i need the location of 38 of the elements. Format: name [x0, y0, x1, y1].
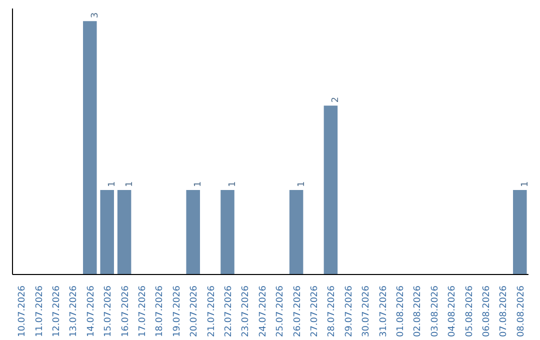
x-tick-label: 07.08.2026: [499, 285, 510, 338]
data-label: 1: [124, 181, 135, 188]
x-tick-label: 20.07.2026: [190, 285, 200, 338]
x-tick-label: 01.08.2026: [396, 285, 406, 338]
x-tick-label: 30.07.2026: [362, 285, 372, 338]
x-tick-label: 17.07.2026: [138, 285, 148, 338]
x-tick-label: 21.07.2026: [206, 285, 217, 338]
x-tick-label: 19.07.2026: [172, 285, 182, 338]
x-tick-label: 14.07.2026: [86, 285, 96, 338]
x-tick-label: 26.07.2026: [292, 285, 303, 338]
data-label: 1: [108, 181, 118, 188]
x-tick-label: 16.07.2026: [120, 285, 131, 338]
x-tick-label: 18.07.2026: [155, 285, 166, 338]
data-label: 2: [331, 96, 342, 103]
x-tick-label: 10.07.2026: [18, 285, 28, 338]
data-label: 1: [194, 181, 204, 188]
x-tick-label: 05.08.2026: [464, 285, 475, 338]
x-tick-label: 02.08.2026: [413, 285, 424, 338]
data-label: 1: [296, 181, 307, 188]
x-tick-label: 24.07.2026: [258, 285, 268, 338]
x-tick-label: 28.07.2026: [327, 285, 338, 338]
x-tick-label: 27.07.2026: [310, 285, 320, 338]
x-tick-label: 29.07.2026: [344, 285, 354, 338]
x-tick-label: 31.07.2026: [378, 285, 389, 338]
x-tick-label: 13.07.2026: [69, 285, 80, 338]
data-label: 1: [228, 181, 238, 188]
data-label: 3: [90, 12, 100, 18]
x-tick-label: 04.08.2026: [448, 285, 458, 338]
x-tick-label: 25.07.2026: [276, 285, 286, 338]
x-tick-label: 23.07.2026: [241, 285, 252, 338]
x-tick-label: 11.07.2026: [34, 285, 45, 338]
data-label: 1: [520, 181, 530, 188]
x-tick-label: 08.08.2026: [516, 285, 526, 338]
x-tick-label: 15.07.2026: [104, 285, 114, 338]
x-tick-label: 12.07.2026: [52, 285, 62, 338]
x-tick-label: 22.07.2026: [224, 285, 234, 338]
x-tick-label: 03.08.2026: [430, 285, 440, 338]
x-tick-label: 06.08.2026: [482, 285, 492, 338]
